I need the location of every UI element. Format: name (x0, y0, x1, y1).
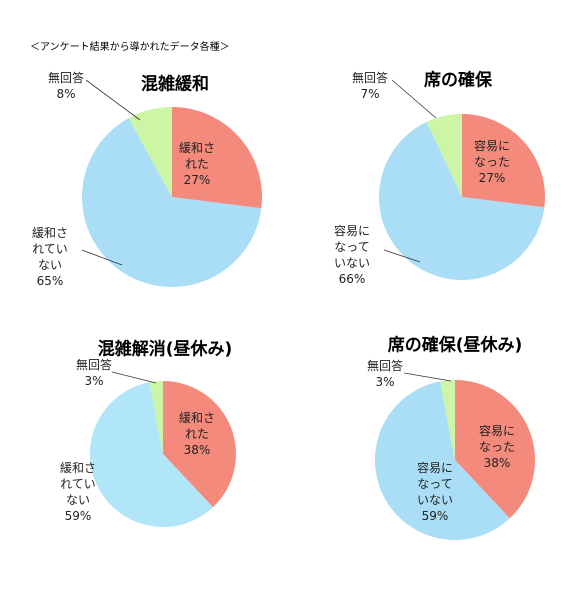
value-label: 8% (56, 87, 76, 101)
chart-title: 混雑解消(昼休み) (97, 339, 233, 360)
leader-line (81, 249, 123, 266)
slice-label: 容易になっていない 59% (415, 460, 455, 524)
category-label: 容易になっていない (333, 224, 370, 270)
value-label: 7% (360, 87, 380, 101)
pie-slice (462, 114, 546, 208)
category-label: 容易になっていない (416, 461, 453, 507)
slice-label: 緩和された 27% (177, 140, 217, 188)
slice-label: 無回答 3% (74, 357, 114, 389)
category-label: 容易になった (473, 139, 510, 169)
category-label: 緩和された (178, 411, 215, 441)
category-label: 無回答 (366, 359, 403, 373)
slice-label: 緩和されていない 59% (58, 460, 98, 524)
pie-slice (375, 381, 510, 541)
leader-line (403, 372, 452, 382)
category-label: 緩和されていない (59, 461, 96, 507)
value-label: 3% (84, 374, 104, 388)
value-label: 3% (375, 375, 395, 389)
value-label: 66% (338, 272, 366, 286)
slice-label: 緩和されていない 65% (30, 225, 70, 289)
slice-label: 無回答 7% (350, 70, 390, 102)
leader-line (391, 79, 437, 119)
category-label: 緩和されていない (31, 226, 68, 272)
pie-slice (149, 381, 163, 454)
pie-slice (89, 382, 213, 528)
category-label: 無回答 (75, 358, 112, 372)
value-label: 59% (421, 509, 449, 523)
value-label: 65% (36, 274, 64, 288)
category-label: 無回答 (351, 71, 388, 85)
category-label: 緩和された (178, 141, 215, 171)
value-label: 38% (183, 443, 211, 457)
pie-slice (440, 380, 455, 460)
value-label: 27% (478, 171, 506, 185)
category-label: 容易になった (478, 424, 515, 454)
slice-label: 容易になっていない 66% (332, 223, 372, 287)
leader-line (85, 79, 141, 121)
leader-line (111, 371, 157, 384)
pie-slice (128, 107, 172, 197)
chart-title: 席の確保(昼休み) (387, 335, 523, 356)
pie-slice (163, 381, 236, 508)
pie-slice (172, 107, 262, 209)
chart-title: 席の確保 (424, 70, 492, 91)
slice-label: 緩和された 38% (177, 410, 217, 458)
slice-label: 容易になった 38% (477, 423, 517, 471)
chart-title: 混雑緩和 (141, 74, 209, 95)
leader-line (383, 249, 421, 263)
pie-slice (426, 114, 462, 197)
value-label: 27% (183, 173, 211, 187)
value-label: 59% (64, 509, 92, 523)
value-label: 38% (483, 456, 511, 470)
category-label: 無回答 (47, 71, 84, 85)
caption: ＜アンケート結果から導かれたデータ各種＞ (30, 42, 230, 53)
slice-label: 無回答 8% (46, 70, 86, 102)
slice-label: 容易になった 27% (472, 138, 512, 186)
slice-label: 無回答 3% (365, 358, 405, 390)
pie-slice (81, 118, 262, 287)
pie-slice (378, 121, 545, 280)
pie-slice (455, 380, 536, 519)
